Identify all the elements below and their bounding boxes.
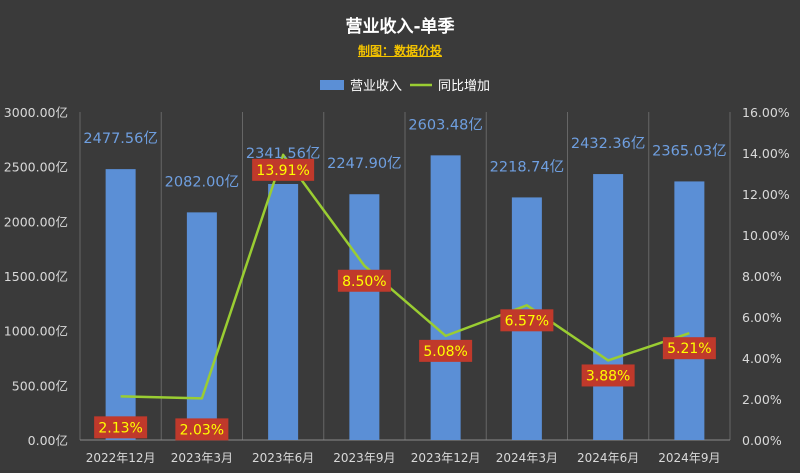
bar-value-label: 2341.56亿 [246, 145, 320, 162]
x-tick-label: 2023年3月 [171, 451, 233, 465]
legend-line-label: 同比增加 [438, 79, 490, 94]
y-right-tick-label: 4.00% [742, 351, 782, 366]
bar [593, 174, 624, 441]
pct-label: 13.91% [256, 163, 309, 179]
y-right-tick-label: 8.00% [742, 269, 782, 284]
y-right-tick-label: 6.00% [742, 310, 782, 325]
x-tick-label: 2022年12月 [86, 451, 156, 465]
y-right-tick-label: 14.00% [742, 146, 790, 161]
line-series [120, 153, 690, 400]
x-tick-label: 2024年9月 [658, 451, 720, 465]
bar-value-label: 2432.36亿 [571, 135, 645, 152]
bar-value-label: 2477.56亿 [83, 130, 157, 147]
pct-label: 2.13% [98, 420, 142, 436]
x-tick-label: 2024年6月 [577, 451, 639, 465]
bar-value-label: 2218.74亿 [490, 158, 564, 175]
bar [349, 194, 380, 440]
pct-label: 3.88% [586, 368, 630, 384]
y-left-tick-label: 1000.00亿 [4, 324, 68, 339]
bar-value-label: 2365.03亿 [652, 142, 726, 159]
pct-label-box [94, 416, 148, 439]
legend-bar-swatch [320, 80, 344, 90]
bar-value-label: 2603.48亿 [408, 116, 482, 133]
y-right-tick-label: 10.00% [742, 228, 790, 243]
y-left-tick-label: 3000.00亿 [4, 105, 68, 120]
y-left-tick-label: 2500.00亿 [4, 160, 68, 175]
bar-value-label: 2082.00亿 [165, 173, 239, 190]
legend-bar-label: 营业收入 [350, 79, 402, 94]
pct-label: 5.21% [667, 341, 711, 357]
y-right-tick-label: 2.00% [742, 392, 782, 407]
bar [674, 181, 705, 440]
pct-label-box [500, 309, 554, 332]
pct-label-box [175, 418, 229, 441]
pct-label: 8.50% [342, 274, 386, 290]
x-tick-label: 2024年3月 [496, 451, 558, 465]
x-tick-label: 2023年12月 [411, 451, 481, 465]
pct-label-box [662, 337, 716, 360]
x-tick-label: 2023年9月 [333, 451, 395, 465]
chart-title: 营业收入-单季 [345, 17, 455, 37]
pct-label: 5.08% [423, 344, 467, 360]
pct-label-box [252, 158, 315, 181]
pct-label-box [581, 364, 635, 387]
y-left-tick-label: 2000.00亿 [4, 214, 68, 229]
y-left-tick-label: 1500.00亿 [4, 269, 68, 284]
pct-label-box [419, 339, 473, 362]
bar [268, 183, 299, 440]
bar [430, 155, 461, 441]
bar-value-label: 2247.90亿 [327, 155, 401, 172]
y-left-tick-label: 500.00亿 [12, 378, 68, 393]
bar [186, 212, 217, 440]
pct-label: 2.03% [180, 422, 224, 438]
y-right-tick-label: 12.00% [742, 187, 790, 202]
bar [105, 169, 136, 440]
y-right-tick-label: 0.00% [742, 433, 782, 448]
y-left-tick-label: 0.00亿 [28, 433, 68, 448]
x-tick-label: 2023年6月 [252, 451, 314, 465]
y-right-tick-label: 16.00% [742, 105, 790, 120]
chart-subtitle: 制图：数据价投 [357, 44, 442, 58]
pct-label: 6.57% [505, 313, 549, 329]
pct-label-box [337, 269, 391, 292]
